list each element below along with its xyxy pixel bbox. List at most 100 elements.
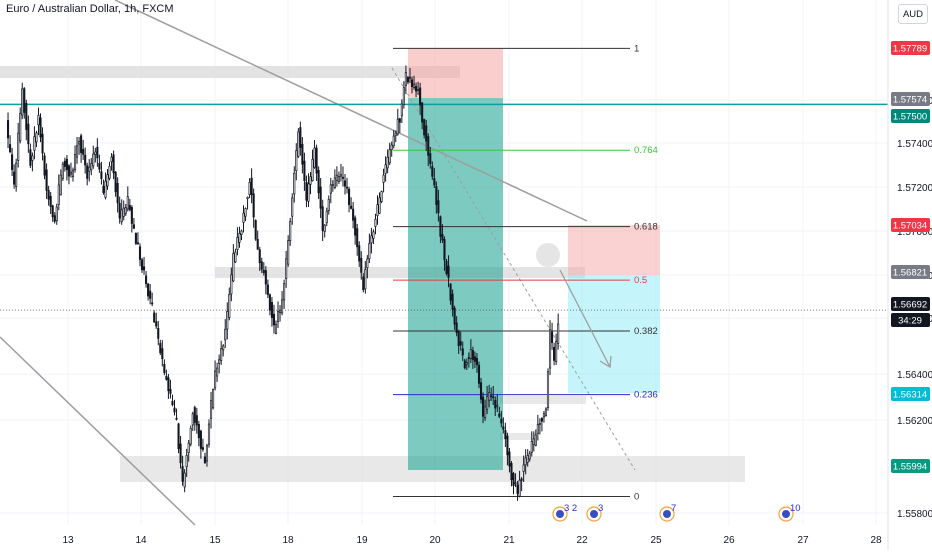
candle-body <box>356 228 359 248</box>
candle-body <box>27 123 30 145</box>
candle-body <box>350 205 353 209</box>
candle-body <box>51 205 54 218</box>
stop-loss-zone <box>568 225 660 275</box>
candle-body <box>175 417 178 420</box>
candle-body <box>128 205 131 211</box>
candle-body <box>376 204 379 216</box>
candle-body <box>289 221 292 241</box>
candle-body <box>506 435 509 456</box>
candle-body <box>205 445 209 462</box>
candle-body <box>126 196 129 210</box>
candle-body <box>256 238 259 250</box>
fib-level-label: 0.618 <box>634 222 658 233</box>
candle-body <box>94 151 97 155</box>
candle-body <box>396 118 399 135</box>
candle-body <box>457 330 460 347</box>
candle-body <box>120 209 123 223</box>
candle-body <box>234 251 237 263</box>
candle-body <box>425 125 428 142</box>
x-axis-label: 21 <box>503 535 515 546</box>
candle-body <box>9 144 12 153</box>
candle-body <box>540 418 543 422</box>
candle-body <box>384 164 387 174</box>
candle-body <box>553 346 556 361</box>
candle-body <box>262 269 265 274</box>
candle-body <box>427 136 430 156</box>
candle-body <box>400 103 403 117</box>
candle-body <box>433 178 436 186</box>
trend-line <box>0 336 196 526</box>
candle-body <box>212 389 215 409</box>
candle-body <box>431 166 434 177</box>
candle-body <box>380 191 383 202</box>
event-icon-inner <box>663 510 671 518</box>
candle-body <box>492 396 495 399</box>
candle-body <box>486 396 489 410</box>
candle-body <box>398 118 401 123</box>
candle-body <box>71 169 75 177</box>
x-axis-label: 13 <box>62 535 74 546</box>
candle-body <box>153 312 156 323</box>
candle-body <box>530 441 533 453</box>
candle-body <box>270 302 273 318</box>
candle-body <box>445 260 448 274</box>
candle-body <box>301 143 304 165</box>
candle-body <box>17 132 20 161</box>
candle-body <box>337 176 340 182</box>
candle-body <box>102 185 105 193</box>
candle-body <box>313 147 316 168</box>
candle-body <box>19 112 22 142</box>
candle-body <box>228 294 231 318</box>
candle-body <box>408 76 412 79</box>
candle-body <box>163 364 166 373</box>
candle-body <box>161 348 164 359</box>
candle-body <box>496 404 499 407</box>
candle-body <box>439 216 442 237</box>
candle-body <box>532 438 535 445</box>
candle-body <box>155 321 158 327</box>
candle-body <box>447 265 450 278</box>
candle-body <box>285 258 288 280</box>
candle-body <box>465 362 468 365</box>
candle-body <box>238 233 241 243</box>
candle-body <box>343 180 347 187</box>
candle-body <box>307 183 310 202</box>
candle-body <box>325 210 328 224</box>
candle-body <box>406 76 409 83</box>
candle-body <box>386 156 389 169</box>
candle-body <box>264 270 267 285</box>
x-axis-label: 18 <box>282 535 294 546</box>
candle-body <box>542 413 545 418</box>
candle-body <box>220 348 223 361</box>
candle-body <box>488 392 491 401</box>
candle-body <box>130 206 133 224</box>
candle-body <box>410 79 414 87</box>
candle-body <box>187 442 190 453</box>
candle-body <box>67 165 70 177</box>
candle-body <box>134 233 137 244</box>
candle-body <box>254 220 257 240</box>
candle-body <box>557 323 560 344</box>
candle-body <box>197 424 200 439</box>
currency-button[interactable]: AUD <box>898 4 928 24</box>
trend-line <box>114 0 588 222</box>
y-axis-label: 1.55800 <box>897 509 932 520</box>
candle-body <box>80 135 83 154</box>
event-count: 3 <box>598 503 603 514</box>
candle-body <box>82 148 85 155</box>
price-label-badge <box>891 297 930 311</box>
candle-body <box>258 249 261 264</box>
candle-body <box>92 153 95 167</box>
trend-line-dashed <box>391 67 636 471</box>
candle-body <box>39 117 42 138</box>
candle-body <box>281 299 284 314</box>
candle-body <box>382 174 385 183</box>
candle-body <box>482 396 485 417</box>
candle-body <box>329 184 332 194</box>
candle-body <box>112 154 115 174</box>
candle-body <box>96 146 99 159</box>
candle-body <box>299 127 302 148</box>
candle-body <box>429 153 432 164</box>
